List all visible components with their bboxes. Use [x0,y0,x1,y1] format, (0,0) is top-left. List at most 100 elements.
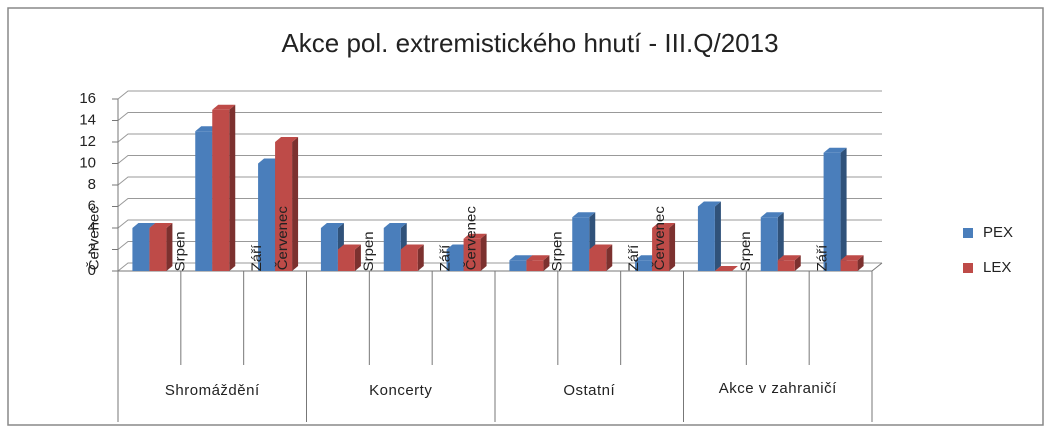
bar [760,212,784,271]
x-tick-label: Srpen [362,231,377,271]
grid-line [117,112,882,121]
bar [697,201,721,271]
bar-side [417,244,424,271]
bar-front [149,228,167,271]
bar-front [652,228,670,271]
bar-top [572,212,596,218]
bar-front [823,152,841,271]
x-tick-label: Červenec [463,206,479,270]
bar-top [463,233,487,239]
bar-front [132,228,150,271]
bar [212,104,236,271]
y-tick-label: 12 [79,133,96,150]
bar-side [606,244,613,271]
bar [463,233,487,271]
bar-front [195,131,213,271]
group-label: Koncerty [369,382,433,399]
bar-top [149,223,173,228]
x-tick-label: Srpen [173,231,188,271]
bar-side [292,137,299,271]
bar-front [777,260,795,271]
grid-line [117,176,882,186]
bar-front [509,260,527,271]
grid-line [117,241,882,250]
x-tick-label: Září [249,245,264,272]
grid-line [117,133,882,143]
x-tick-label: Červenec [652,206,668,270]
x-tick-label: Září [815,245,830,272]
bar-side [166,223,173,271]
legend-swatch [963,263,973,273]
x-tick-label: Červenec [275,206,291,270]
bar [149,223,173,271]
bar-front [760,217,778,271]
bar-front [383,228,401,271]
legend-label: PEX [983,224,1013,241]
y-tick-label: 8 [88,176,96,193]
bar-side [354,244,361,271]
bar-front [840,260,858,271]
bar-top [400,244,424,250]
y-tick-label: 14 [79,111,96,128]
x-tick-label: Srpen [550,231,565,271]
bar-top [777,255,801,261]
chart-border [7,7,1044,426]
bar [400,244,424,271]
bar [823,147,847,271]
bar [714,266,738,271]
bar-top [714,266,738,271]
y-tick-label: 2 [88,240,96,257]
bar-top [320,223,344,228]
bar-top [589,244,613,250]
bar-front [320,228,338,271]
bar-top [760,212,784,218]
bar-side [840,147,847,271]
y-tick-label: 16 [79,90,96,107]
bar-top [212,104,236,110]
bar [526,255,550,271]
bar [840,255,864,271]
bar-top [697,201,721,207]
bar-front [463,238,481,271]
grid-line [117,262,882,272]
bar-top [823,147,847,153]
bar-top [840,255,864,261]
bar-front [446,249,464,271]
grid-line [117,219,882,229]
bar [589,244,613,271]
x-tick-label: Červenec [86,206,102,270]
bar-top [652,223,676,228]
bar-front [258,163,276,271]
bar-front [526,260,544,271]
bar [777,255,801,271]
bar-side [543,255,550,271]
grid-line [117,90,882,100]
x-tick-label: Září [438,245,453,272]
bar [337,244,361,271]
bar-front [635,260,653,271]
group-label: Ostatní [563,382,616,399]
y-tick-label: 4 [88,219,96,236]
bar-side [794,255,801,271]
grid-line [117,198,882,207]
y-tick-label: 6 [88,197,96,214]
y-tick-label: 10 [79,154,96,171]
bar-top [526,255,550,261]
group-label: Akce v zahraničí [718,380,837,397]
grid-line [117,155,882,164]
bar-side [229,104,236,271]
bar-front [337,249,355,271]
bar-front [697,206,715,271]
bar-top [275,137,299,142]
bar-front [400,249,418,271]
bar-top [383,223,407,228]
bar-side [669,223,676,271]
bar-front [275,142,293,271]
legend-swatch [963,228,973,238]
bar-side [857,255,864,271]
bar-side [480,233,487,271]
bar-front [589,249,607,271]
bar-top [337,244,361,250]
bar [275,137,299,271]
